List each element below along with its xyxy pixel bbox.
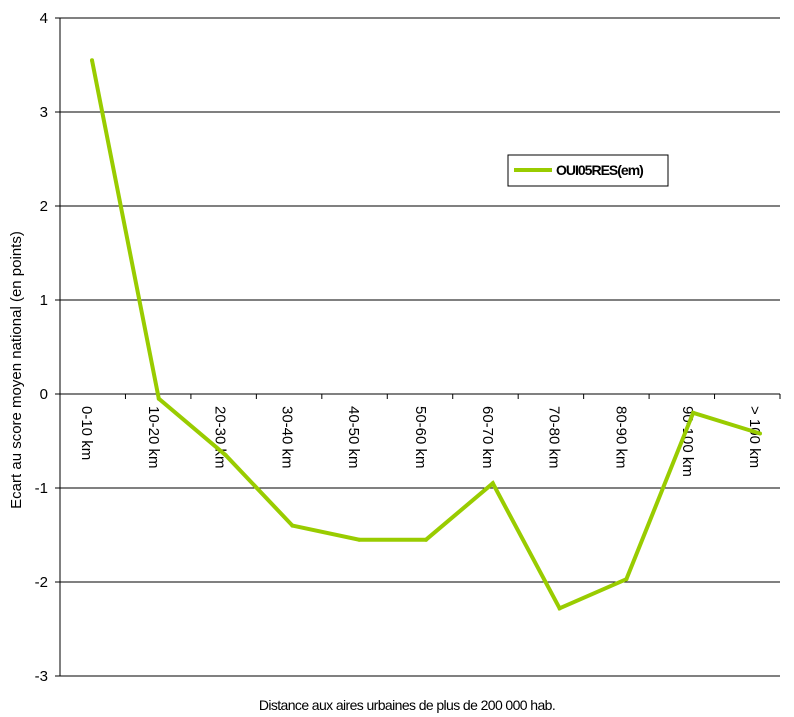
x-tick-label: 70-80 km	[546, 406, 563, 469]
data-point	[758, 431, 762, 436]
x-tick-label: 80-90 km	[612, 406, 629, 469]
x-tick-label: 40-50 km	[345, 406, 362, 469]
data-point	[156, 396, 161, 401]
y-tick-labels: 4 3 2 1 0 -1 -2 -3	[35, 10, 48, 685]
y-tick-label: 1	[40, 292, 48, 309]
data-point	[424, 537, 428, 542]
data-point	[357, 537, 362, 542]
y-tick-label: -3	[35, 668, 48, 685]
data-point	[490, 481, 495, 486]
data-point	[223, 453, 228, 458]
y-tick-label: 4	[40, 10, 48, 27]
x-tick-label: > 100 km	[746, 406, 763, 468]
y-tick-label: 0	[40, 386, 48, 403]
series-line	[90, 59, 761, 611]
data-point	[290, 523, 295, 528]
data-point	[691, 410, 696, 415]
x-tick-label: 90-100 km	[679, 406, 696, 477]
data-point	[557, 606, 562, 611]
x-axis-label: Distance aux aires urbaines de plus de 2…	[259, 697, 555, 713]
y-tick-label: 3	[40, 104, 48, 121]
legend-label: OUI05RES(em)	[556, 162, 643, 178]
x-tick-label: 10-20 km	[145, 406, 162, 469]
x-tick-labels: 0-10 km 10-20 km 20-30 km 30-40 km 40-50 km 5…	[78, 406, 763, 477]
data-point	[90, 58, 94, 63]
series-lines	[90, 58, 762, 611]
y-tick-label: -2	[35, 574, 48, 591]
x-tick-label: 60-70 km	[479, 406, 496, 469]
x-tick-label: 20-30 km	[212, 406, 229, 469]
data-point	[624, 577, 629, 582]
gridlines	[60, 17, 780, 583]
axes	[55, 17, 781, 677]
x-tick-label: 50-60 km	[412, 406, 429, 469]
x-tick-label: 0-10 km	[78, 406, 95, 460]
y-tick-label: -1	[35, 480, 48, 497]
y-axis-label: Ecart au score moyen national (en points…	[8, 231, 25, 509]
x-tick-label: 30-40 km	[278, 406, 295, 469]
legend: OUI05RES(em)	[507, 154, 669, 187]
y-tick-label: 2	[40, 198, 48, 215]
